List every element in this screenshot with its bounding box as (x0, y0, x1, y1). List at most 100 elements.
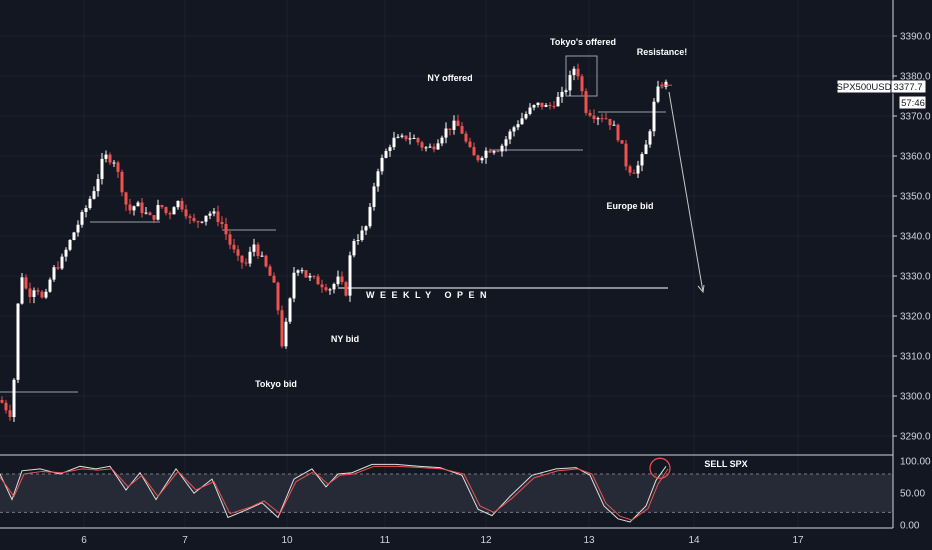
candle-body-56 (224, 224, 228, 235)
candle-body-143 (572, 68, 576, 76)
y-tick-label-6: 3330.0 (900, 272, 931, 283)
candle-body-23 (92, 191, 96, 199)
candle-body-4 (16, 303, 20, 380)
candle-body-83 (332, 284, 336, 290)
candle-body-144 (576, 68, 580, 77)
candle-body-26 (104, 154, 108, 159)
projection-arrow-head (697, 284, 705, 294)
candle-body-77 (308, 275, 312, 278)
candle-body-81 (324, 287, 328, 291)
candle-body-138 (552, 106, 556, 108)
candle-body-106 (424, 147, 428, 149)
candle-body-35 (140, 202, 144, 214)
candle-body-21 (84, 208, 88, 212)
candle-body-39 (156, 205, 160, 220)
candle-body-75 (300, 270, 304, 272)
candle-body-100 (400, 135, 404, 137)
candles (0, 63, 672, 423)
candle-body-137 (548, 105, 552, 107)
x-tick-label-7: 17 (792, 535, 804, 546)
candle-body-64 (256, 244, 260, 256)
candle-body-115 (460, 126, 464, 134)
candle-body-132 (528, 107, 532, 115)
candle-body-96 (384, 151, 388, 158)
tokyo-offered-box (565, 55, 598, 97)
candle-body-114 (456, 120, 460, 127)
candle-body-94 (376, 171, 380, 187)
candle-body-151 (604, 118, 608, 120)
candle-body-41 (164, 207, 168, 214)
candle-body-79 (316, 276, 320, 285)
candle-body-124 (496, 151, 500, 153)
oscillator-pane (0, 454, 893, 523)
candle-body-42 (168, 213, 172, 215)
candle-body-128 (512, 127, 516, 132)
candle-body-101 (404, 135, 408, 140)
candle-body-163 (652, 101, 656, 132)
candle-body-46 (184, 209, 188, 217)
candle-body-145 (580, 76, 584, 92)
last-price-box (890, 79, 927, 94)
candle-body-5 (20, 277, 24, 304)
candle-body-52 (208, 213, 212, 216)
candle-body-8 (32, 290, 36, 297)
candle-body-11 (44, 291, 48, 298)
y-tick-label-5: 3340.0 (900, 232, 931, 243)
candle-body-67 (268, 266, 272, 276)
candle-body-58 (232, 244, 236, 250)
candle-body-164 (656, 86, 660, 102)
candle-body-53 (212, 211, 216, 214)
candle-body-133 (532, 104, 536, 108)
candle-body-10 (40, 291, 44, 298)
candle-body-40 (160, 205, 164, 208)
x-tick-label-6: 14 (688, 535, 700, 546)
candle-body-148 (592, 115, 596, 120)
candle-body-152 (608, 118, 612, 126)
candle-body-57 (228, 234, 232, 245)
candle-body-91 (364, 226, 368, 231)
candle-body-109 (436, 143, 440, 150)
candle-body-85 (340, 276, 344, 283)
price-label: SPX500USD 3377.7 57:46 (836, 79, 927, 110)
osc-tick-label-1: 50.00 (900, 489, 925, 500)
candle-body-99 (396, 136, 400, 138)
projection-arrow-line (668, 91, 704, 293)
annotation-tokyo-bid: Tokyo bid (255, 379, 297, 389)
candle-body-73 (292, 272, 296, 299)
candle-body-102 (408, 138, 412, 140)
annotations: Tokyo bid NY bid NY offered Tokyo's offe… (255, 37, 687, 389)
candle-body-120 (480, 157, 484, 161)
annotation-tokyo-offered: Tokyo's offered (550, 37, 616, 47)
candle-body-63 (252, 244, 256, 252)
candle-body-156 (624, 143, 628, 167)
candle-body-161 (644, 144, 648, 155)
candle-body-87 (348, 255, 352, 296)
candle-body-78 (312, 275, 316, 277)
candle-body-51 (204, 215, 208, 222)
candle-body-68 (272, 275, 276, 283)
candle-body-27 (108, 154, 112, 163)
candle-body-95 (380, 157, 384, 172)
oscillator-band (0, 474, 893, 513)
candle-body-30 (120, 171, 124, 193)
osc-tick-label-2: 0.00 (900, 521, 920, 532)
y-tick-label-4: 3350.0 (900, 192, 931, 203)
candle-body-55 (220, 222, 224, 225)
candle-body-44 (176, 200, 180, 208)
level-lines (0, 55, 705, 393)
candle-body-142 (568, 75, 572, 91)
osc-tick-label-0: 100.00 (900, 457, 931, 468)
candle-body-134 (536, 102, 540, 105)
candle-body-19 (76, 224, 80, 233)
y-tick-label-8: 3310.0 (900, 352, 931, 363)
candle-body-36 (144, 212, 148, 214)
candle-body-33 (132, 206, 136, 211)
annotation-europe-bid: Europe bid (607, 201, 654, 211)
candle-body-147 (588, 112, 592, 116)
candle-body-129 (516, 124, 520, 128)
candle-body-153 (612, 124, 616, 126)
candle-body-12 (48, 279, 52, 292)
